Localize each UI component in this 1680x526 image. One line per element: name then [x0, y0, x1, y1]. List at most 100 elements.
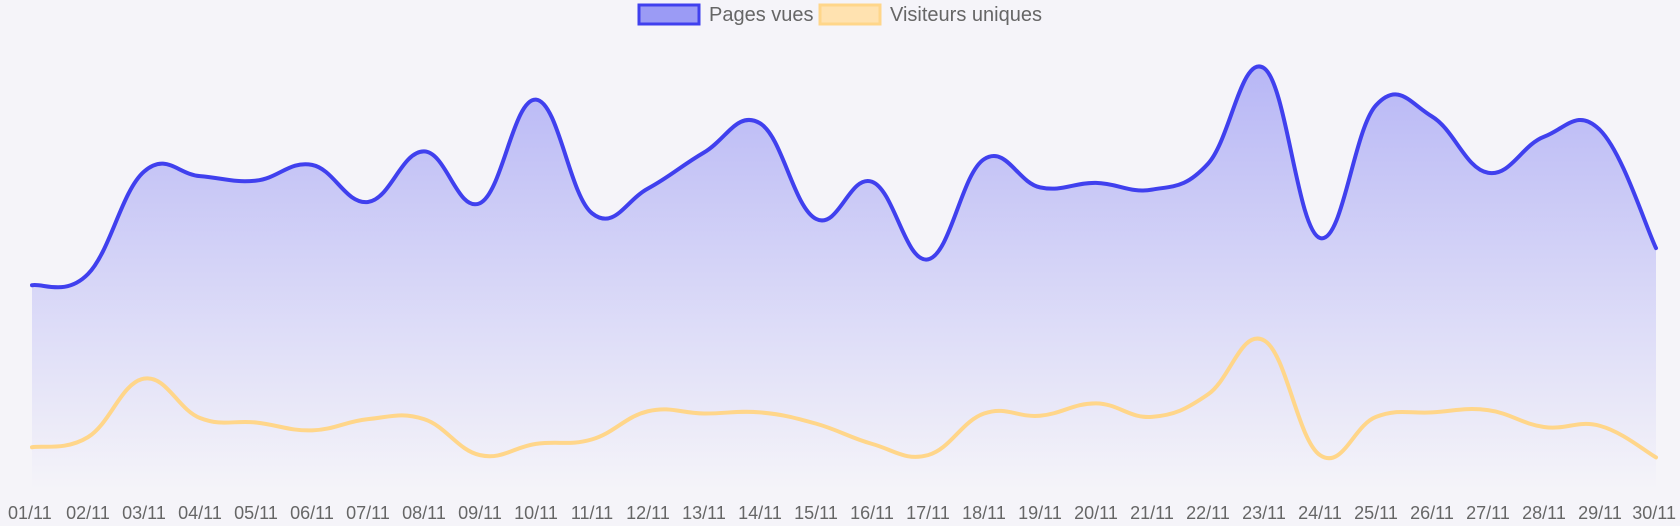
data-point-pages-vues-2[interactable]	[82, 268, 94, 280]
data-point-pages-vues-24[interactable]	[1314, 232, 1326, 244]
data-point-pages-vues-9[interactable]	[474, 197, 486, 209]
data-point-pages-vues-14[interactable]	[754, 117, 766, 129]
data-point-visiteurs-uniques-23[interactable]	[1258, 334, 1270, 346]
data-point-pages-vues-7[interactable]	[362, 196, 374, 208]
data-point-pages-vues-16[interactable]	[866, 176, 878, 188]
data-point-visiteurs-uniques-1[interactable]	[26, 441, 38, 453]
data-point-pages-vues-20[interactable]	[1090, 177, 1102, 189]
series-line-visiteurs-uniques	[30, 336, 1658, 461]
data-point-visiteurs-uniques-2[interactable]	[82, 431, 94, 443]
data-point-pages-vues-25[interactable]	[1370, 99, 1382, 111]
x-tick-label: 14/11	[738, 503, 782, 523]
x-tick-label: 02/11	[66, 503, 110, 523]
data-point-visiteurs-uniques-30[interactable]	[1650, 451, 1662, 463]
data-point-pages-vues-26[interactable]	[1426, 111, 1438, 123]
data-point-visiteurs-uniques-21[interactable]	[1146, 411, 1158, 423]
x-tick-label: 23/11	[1242, 503, 1286, 523]
data-point-pages-vues-6[interactable]	[306, 159, 318, 171]
data-point-visiteurs-uniques-10[interactable]	[530, 438, 542, 450]
series-line-pages-vues	[30, 64, 1658, 290]
x-axis-ticks: 01/11 02/11 03/11 04/11 05/11 06/11 07/11 08/11…	[8, 503, 1676, 523]
data-point-pages-vues-29[interactable]	[1594, 124, 1606, 136]
data-point-pages-vues-12[interactable]	[642, 183, 654, 195]
legend-label-visiteurs-uniques: Visiteurs uniques	[890, 4, 1042, 26]
legend-swatch-visiteurs-uniques	[818, 3, 882, 26]
data-point-visiteurs-uniques-7[interactable]	[362, 413, 374, 425]
x-tick-label: 18/11	[962, 503, 1006, 523]
data-point-pages-vues-5[interactable]	[250, 175, 262, 187]
x-tick-label: 17/11	[906, 503, 950, 523]
data-point-pages-vues-22[interactable]	[1202, 158, 1214, 170]
data-point-pages-vues-19[interactable]	[1034, 181, 1046, 193]
data-point-pages-vues-30[interactable]	[1650, 242, 1662, 254]
x-tick-label: 22/11	[1186, 503, 1230, 523]
legend-label-pages-vues: Pages vues	[709, 4, 814, 26]
x-tick-label: 16/11	[850, 503, 894, 523]
data-point-visiteurs-uniques-22[interactable]	[1202, 388, 1214, 400]
data-point-visiteurs-uniques-6[interactable]	[306, 424, 318, 436]
data-point-visiteurs-uniques-18[interactable]	[978, 408, 990, 420]
data-point-visiteurs-uniques-20[interactable]	[1090, 397, 1102, 409]
data-point-pages-vues-18[interactable]	[978, 153, 990, 165]
data-point-pages-vues-13[interactable]	[698, 147, 710, 159]
x-tick-label: 21/11	[1130, 503, 1174, 523]
x-tick-label: 07/11	[346, 503, 390, 523]
x-tick-label: 30/11	[1632, 503, 1676, 523]
data-point-visiteurs-uniques-12[interactable]	[642, 405, 654, 417]
legend-swatch-pages-vues	[637, 3, 701, 26]
x-tick-label: 01/11	[8, 503, 52, 523]
legend-item-visiteurs-uniques[interactable]: Visiteurs uniques	[818, 3, 1042, 26]
data-point-visiteurs-uniques-15[interactable]	[810, 418, 822, 430]
data-point-pages-vues-3[interactable]	[138, 166, 150, 178]
x-tick-label: 25/11	[1354, 503, 1398, 523]
area-fill-pages-vues	[32, 66, 1656, 491]
data-point-visiteurs-uniques-8[interactable]	[418, 413, 430, 425]
data-point-visiteurs-uniques-27[interactable]	[1482, 404, 1494, 416]
data-point-pages-vues-23[interactable]	[1258, 62, 1270, 74]
x-tick-label: 24/11	[1298, 503, 1342, 523]
data-point-visiteurs-uniques-29[interactable]	[1594, 420, 1606, 432]
data-point-pages-vues-17[interactable]	[922, 253, 934, 265]
data-point-visiteurs-uniques-19[interactable]	[1034, 410, 1046, 422]
data-point-visiteurs-uniques-13[interactable]	[698, 408, 710, 420]
data-point-pages-vues-8[interactable]	[418, 145, 430, 157]
x-tick-label: 28/11	[1522, 503, 1566, 523]
legend-item-pages-vues[interactable]: Pages vues	[637, 3, 814, 26]
data-point-visiteurs-uniques-11[interactable]	[586, 433, 598, 445]
data-point-visiteurs-uniques-14[interactable]	[754, 406, 766, 418]
data-point-pages-vues-15[interactable]	[810, 213, 822, 225]
x-tick-label: 20/11	[1074, 503, 1118, 523]
data-point-visiteurs-uniques-16[interactable]	[866, 438, 878, 450]
x-tick-label: 10/11	[514, 503, 558, 523]
data-point-visiteurs-uniques-4[interactable]	[194, 412, 206, 424]
x-tick-label: 04/11	[178, 503, 222, 523]
x-tick-label: 29/11	[1578, 503, 1622, 523]
x-tick-label: 26/11	[1410, 503, 1454, 523]
data-point-pages-vues-11[interactable]	[586, 207, 598, 219]
x-tick-label: 05/11	[234, 503, 278, 523]
x-tick-label: 12/11	[626, 503, 670, 523]
x-tick-label: 08/11	[402, 503, 446, 523]
data-point-pages-vues-27[interactable]	[1482, 167, 1494, 179]
data-point-visiteurs-uniques-9[interactable]	[474, 449, 486, 461]
data-point-pages-vues-1[interactable]	[26, 279, 38, 291]
data-point-pages-vues-4[interactable]	[194, 170, 206, 182]
data-point-visiteurs-uniques-28[interactable]	[1538, 421, 1550, 433]
x-tick-label: 09/11	[458, 503, 502, 523]
x-tick-label: 19/11	[1018, 503, 1062, 523]
chart-legend: Pages vues Visiteurs uniques	[637, 3, 1042, 26]
data-point-visiteurs-uniques-24[interactable]	[1314, 449, 1326, 461]
data-point-visiteurs-uniques-26[interactable]	[1426, 406, 1438, 418]
x-tick-label: 06/11	[290, 503, 334, 523]
data-point-pages-vues-21[interactable]	[1146, 184, 1158, 196]
data-point-visiteurs-uniques-25[interactable]	[1370, 411, 1382, 423]
data-point-visiteurs-uniques-17[interactable]	[922, 449, 934, 461]
data-point-pages-vues-10[interactable]	[530, 94, 542, 106]
data-point-visiteurs-uniques-3[interactable]	[138, 373, 150, 385]
data-point-visiteurs-uniques-5[interactable]	[250, 417, 262, 429]
data-point-pages-vues-28[interactable]	[1538, 131, 1550, 143]
x-tick-label: 03/11	[122, 503, 166, 523]
x-tick-label: 11/11	[571, 503, 613, 523]
